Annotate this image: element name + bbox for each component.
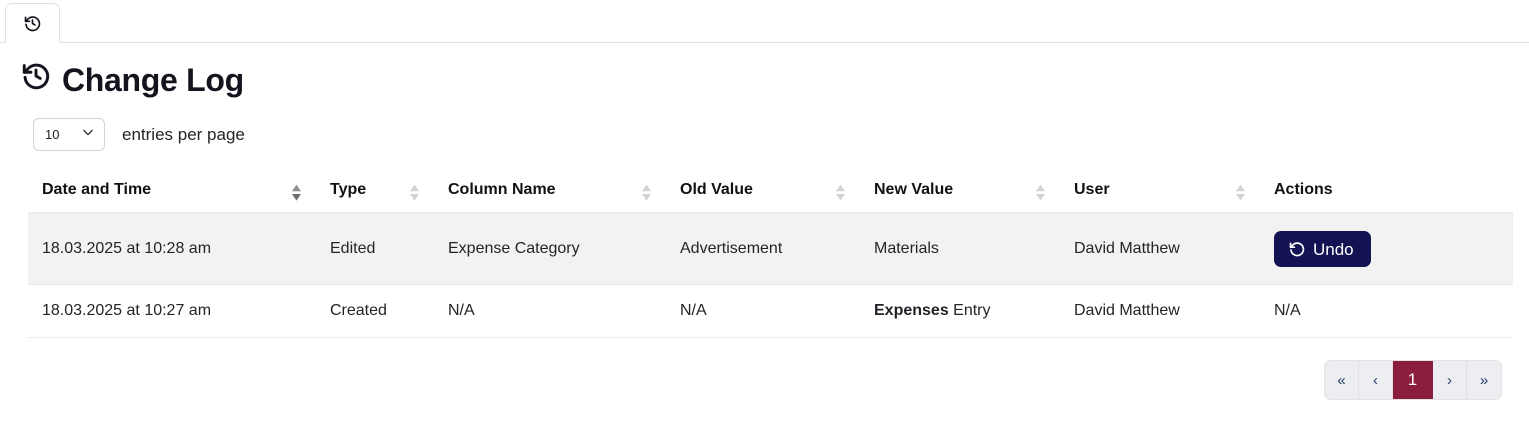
entries-per-page-select[interactable]: 10: [33, 118, 105, 151]
column-header-label: New Value: [874, 181, 954, 198]
cell-date-and-time: 18.03.2025 at 10:27 am: [28, 284, 316, 338]
column-header-old-value[interactable]: Old Value: [666, 175, 860, 214]
entries-per-page-value: 10: [45, 127, 60, 142]
pagination-next-button[interactable]: ›: [1433, 361, 1467, 399]
table-header-row: Date and Time Type: [28, 175, 1513, 214]
pagination-page-1[interactable]: 1: [1393, 361, 1433, 399]
cell-user: David Matthew: [1060, 213, 1260, 285]
column-header-type[interactable]: Type: [316, 175, 434, 214]
column-header-label: Type: [330, 181, 367, 198]
cell-type: Edited: [316, 213, 434, 285]
column-header-date-and-time[interactable]: Date and Time: [28, 175, 316, 214]
cell-actions: Undo: [1260, 213, 1513, 285]
column-header-new-value[interactable]: New Value: [860, 175, 1060, 214]
cell-actions: N/A: [1260, 284, 1513, 338]
table-row[interactable]: 18.03.2025 at 10:28 am Edited Expense Ca…: [28, 213, 1513, 285]
sort-icon-active[interactable]: [291, 183, 302, 206]
column-header-user[interactable]: User: [1060, 175, 1260, 214]
column-header-label: Column Name: [448, 181, 556, 198]
page-title: Change Log: [20, 60, 1529, 97]
tab-bar: [0, 0, 1529, 43]
table-header: Date and Time Type: [28, 175, 1513, 214]
pagination: « ‹ 1 › »: [1325, 361, 1501, 399]
pagination-last-button[interactable]: »: [1467, 361, 1501, 399]
history-icon: [23, 14, 42, 33]
column-header-label: Date and Time: [42, 181, 152, 198]
table-row[interactable]: 18.03.2025 at 10:27 am Created N/A N/A E…: [28, 284, 1513, 338]
column-header-label: Old Value: [680, 181, 753, 198]
tab-change-log[interactable]: [5, 3, 60, 43]
sort-icon[interactable]: [835, 183, 846, 206]
column-header-label: User: [1074, 181, 1110, 198]
undo-icon: [1288, 240, 1306, 258]
cell-new-value: Materials: [860, 213, 1060, 285]
page-title-text: Change Log: [62, 61, 244, 98]
sort-icon[interactable]: [409, 183, 420, 206]
cell-new-value-text: Materials: [874, 240, 939, 257]
undo-button[interactable]: Undo: [1274, 231, 1371, 267]
entries-per-page-control: 10 entries per page: [33, 118, 1529, 151]
undo-button-label: Undo: [1313, 239, 1354, 259]
change-log-table-container: Date and Time Type: [28, 175, 1513, 338]
pagination-prev-button[interactable]: ‹: [1359, 361, 1393, 399]
column-header-label: Actions: [1274, 181, 1333, 198]
cell-date-and-time: 18.03.2025 at 10:28 am: [28, 213, 316, 285]
cell-type: Created: [316, 284, 434, 338]
cell-new-value-text: Entry: [948, 302, 991, 319]
cell-new-value: Expenses Entry: [860, 284, 1060, 338]
change-log-table: Date and Time Type: [28, 175, 1513, 338]
sort-icon[interactable]: [1035, 183, 1046, 206]
cell-old-value: N/A: [666, 284, 860, 338]
entries-per-page-label: entries per page: [122, 124, 245, 144]
cell-column-name: Expense Category: [434, 213, 666, 285]
tab-bar-divider: [0, 42, 1529, 43]
cell-old-value: Advertisement: [666, 213, 860, 285]
pagination-container: « ‹ 1 › »: [0, 361, 1501, 399]
chevron-down-icon: [81, 125, 95, 144]
column-header-column-name[interactable]: Column Name: [434, 175, 666, 214]
cell-column-name: N/A: [434, 284, 666, 338]
sort-icon[interactable]: [1235, 183, 1246, 206]
column-header-actions: Actions: [1260, 175, 1513, 214]
history-icon: [20, 60, 52, 97]
table-body: 18.03.2025 at 10:28 am Edited Expense Ca…: [28, 213, 1513, 338]
pagination-first-button[interactable]: «: [1325, 361, 1359, 399]
sort-icon[interactable]: [641, 183, 652, 206]
cell-user: David Matthew: [1060, 284, 1260, 338]
cell-new-value-bold: Expenses: [874, 302, 949, 319]
